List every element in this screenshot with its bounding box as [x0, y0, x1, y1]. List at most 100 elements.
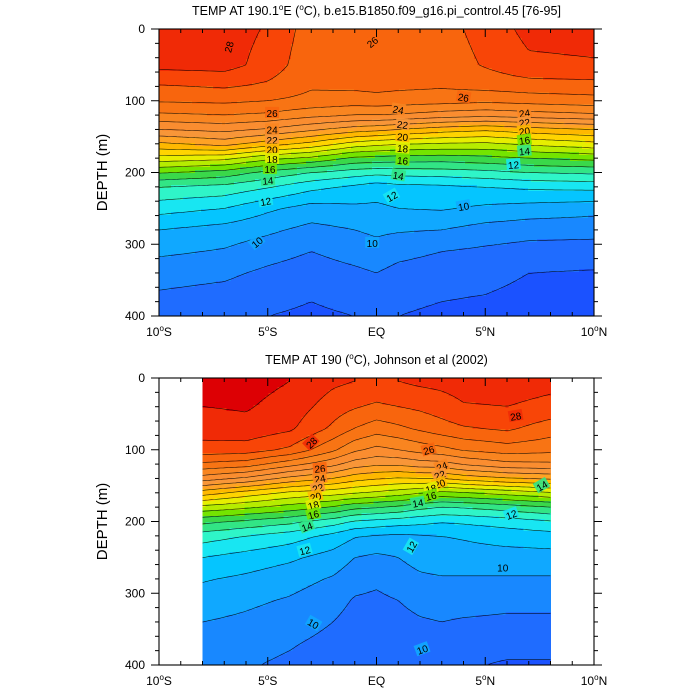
contour-cell: [393, 86, 397, 90]
contour-cell: [279, 80, 283, 84]
contour-cell: [210, 56, 214, 60]
contour-cell: [480, 89, 484, 93]
contour-cell: [321, 62, 325, 66]
contour-cell: [450, 98, 454, 102]
contour-cell: [270, 83, 274, 87]
contour-cell: [366, 71, 370, 75]
contour-cell: [267, 62, 271, 66]
contour-cell: [576, 38, 580, 42]
contour-cell: [234, 98, 238, 102]
contour-cell: [408, 86, 412, 90]
contour-cell: [351, 68, 355, 72]
contour-cell: [348, 65, 352, 69]
contour-cell: [315, 53, 319, 57]
contour-cell: [372, 71, 376, 75]
contour-cell: [510, 65, 514, 69]
contour-cell: [360, 44, 364, 48]
contour-cell: [345, 32, 349, 36]
contour-cell: [390, 98, 394, 102]
contour-cell: [381, 65, 385, 69]
contour-cell: [387, 89, 391, 93]
contour-cell: [267, 32, 271, 36]
contour-cell: [573, 62, 577, 66]
contour-cell: [498, 68, 502, 72]
contour-cell: [357, 98, 361, 102]
contour-cell: [405, 65, 409, 69]
contour-cell: [162, 35, 166, 39]
contour-cell: [549, 59, 553, 63]
contour-cell: [327, 86, 331, 90]
contour-cell: [444, 65, 448, 69]
contour-cell: [309, 65, 313, 69]
contour-cell: [168, 38, 172, 42]
contour-cell: [168, 95, 172, 99]
contour-cell: [270, 53, 274, 57]
contour-cell: [204, 29, 208, 33]
contour-cell: [342, 29, 346, 33]
contour-cell: [201, 74, 205, 78]
contour-cell: [240, 32, 244, 36]
contour-cell: [354, 50, 358, 54]
contour-cell: [552, 56, 556, 60]
contour-cell: [564, 86, 568, 90]
contour-cell: [423, 74, 427, 78]
contour-cell: [471, 98, 475, 102]
contour-cell: [510, 29, 514, 33]
contour-cell: [393, 77, 397, 81]
contour-cell: [201, 32, 205, 36]
contour-cell: [387, 53, 391, 57]
contour-cell: [237, 86, 241, 90]
contour-cell: [321, 59, 325, 63]
contour-cell: [291, 59, 295, 63]
contour-cell: [495, 50, 499, 54]
contour-cell: [333, 56, 337, 60]
contour-cell: [174, 62, 178, 66]
contour-cell: [375, 53, 379, 57]
contour-cell: [327, 38, 331, 42]
contour-cell: [543, 29, 547, 33]
contour-cell: [357, 50, 361, 54]
contour-cell: [504, 56, 508, 60]
contour-cell: [375, 77, 379, 81]
contour-cell: [351, 71, 355, 75]
contour-cell: [186, 68, 190, 72]
contour-cell: [390, 44, 394, 48]
contour-cell: [558, 50, 562, 54]
contour-cell: [318, 95, 322, 99]
contour-cell: [462, 71, 466, 75]
contour-cell: [414, 71, 418, 75]
contour-cell: [273, 92, 277, 96]
contour-cell: [285, 32, 289, 36]
contour-cell: [315, 44, 319, 48]
contour-cell: [450, 35, 454, 39]
contour-cell: [267, 29, 271, 33]
contour-cell: [285, 80, 289, 84]
contour-cell: [387, 92, 391, 96]
contour-cell: [291, 74, 295, 78]
contour-cell: [420, 38, 424, 42]
contour-cell: [204, 95, 208, 99]
contour-cell: [534, 29, 538, 33]
contour-cell: [261, 83, 265, 87]
contour-cell: [426, 59, 430, 63]
contour-cell: [300, 83, 304, 87]
contour-cell: [294, 29, 298, 33]
contour-cell: [306, 68, 310, 72]
contour-cell: [219, 35, 223, 39]
contour-cell: [486, 95, 490, 99]
contour-cell: [159, 35, 163, 39]
contour-cell: [228, 29, 232, 33]
contour-cell: [471, 62, 475, 66]
contour-cell: [453, 62, 457, 66]
contour-cell: [528, 41, 532, 45]
contour-cell: [378, 80, 382, 84]
contour-cell: [504, 38, 508, 42]
contour-cell: [249, 38, 253, 42]
contour-cell: [327, 41, 331, 45]
contour-cell: [174, 53, 178, 57]
contour-cell: [537, 38, 541, 42]
contour-cell: [306, 50, 310, 54]
contour-cell: [363, 44, 367, 48]
contour-cell: [537, 89, 541, 93]
contour-cell: [195, 71, 199, 75]
